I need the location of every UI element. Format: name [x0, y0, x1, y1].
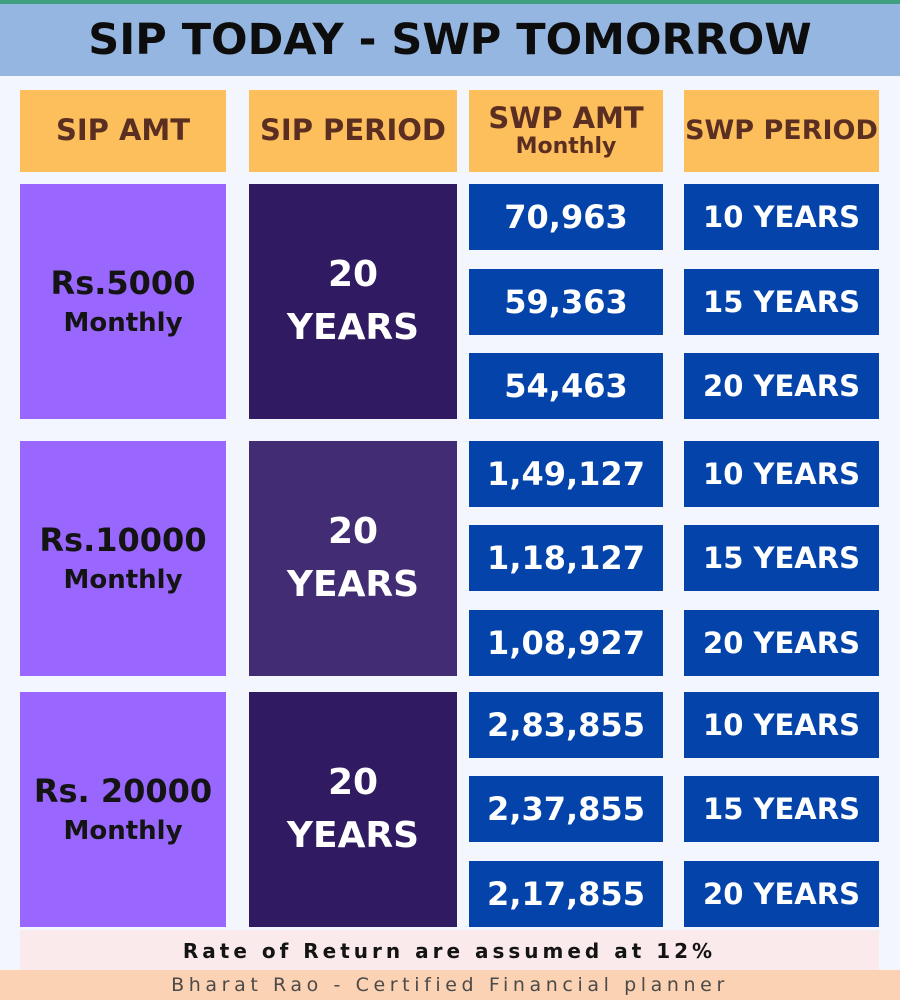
header-swp-period: SWP PERIOD — [684, 90, 879, 172]
swp-period-cell: 20 YEARS — [684, 610, 879, 676]
sip-amount-value: Rs.5000 — [50, 264, 196, 303]
sip-period-block: 20 YEARS — [249, 184, 457, 419]
swp-period-cell: 10 YEARS — [684, 692, 879, 758]
header-swp-amount-label: SWP AMT — [488, 100, 644, 135]
header-sip-amount-label: SIP AMT — [55, 113, 191, 148]
swp-amount-cell: 70,963 — [469, 184, 663, 250]
rate-of-return-note: Rate of Return are assumed at 12% — [20, 930, 879, 970]
sip-amount-value: Rs. 20000 — [33, 772, 213, 811]
sip-period-unit: YEARS — [286, 814, 420, 856]
swp-period-cell: 15 YEARS — [684, 776, 879, 842]
swp-period-cell: 15 YEARS — [684, 525, 879, 591]
header-sip-period-label: SIP PERIOD — [260, 113, 446, 148]
swp-amount-cell: 59,363 — [469, 269, 663, 335]
page-title: SIP TODAY - SWP TOMORROW — [0, 4, 900, 76]
sip-amount-frequency: Monthly — [63, 564, 183, 595]
swp-amount-cell: 54,463 — [469, 353, 663, 419]
swp-amount-cell: 1,08,927 — [469, 610, 663, 676]
header-swp-amount: SWP AMT Monthly — [469, 90, 663, 172]
sip-amount-value: Rs.10000 — [39, 521, 207, 560]
sip-period-unit: YEARS — [286, 306, 420, 348]
swp-amount-cell: 1,49,127 — [469, 441, 663, 507]
footer-credit: Bharat Rao - Certified Financial planner — [0, 970, 900, 1000]
swp-amount-cell: 2,83,855 — [469, 692, 663, 758]
header-swp-amount-sub: Monthly — [515, 133, 617, 159]
swp-period-cell: 10 YEARS — [684, 441, 879, 507]
swp-amount-cell: 2,17,855 — [469, 861, 663, 927]
sip-period-number: 20 — [327, 511, 379, 553]
sip-period-block: 20 YEARS — [249, 692, 457, 927]
swp-period-cell: 10 YEARS — [684, 184, 879, 250]
sip-period-unit: YEARS — [286, 563, 420, 605]
top-accent-line — [0, 0, 900, 4]
swp-period-cell: 15 YEARS — [684, 269, 879, 335]
header-sip-period: SIP PERIOD — [249, 90, 457, 172]
header-sip-amount: SIP AMT — [20, 90, 226, 172]
sip-amount-block: Rs.5000 Monthly — [20, 184, 226, 419]
sip-period-block: 20 YEARS — [249, 441, 457, 676]
sip-amount-frequency: Monthly — [63, 815, 183, 846]
swp-period-cell: 20 YEARS — [684, 353, 879, 419]
sip-period-number: 20 — [327, 762, 379, 804]
swp-amount-cell: 2,37,855 — [469, 776, 663, 842]
sip-period-number: 20 — [327, 254, 379, 296]
sip-amount-block: Rs. 20000 Monthly — [20, 692, 226, 927]
swp-amount-cell: 1,18,127 — [469, 525, 663, 591]
header-swp-period-label: SWP PERIOD — [685, 115, 878, 147]
sip-amount-frequency: Monthly — [63, 307, 183, 338]
swp-period-cell: 20 YEARS — [684, 861, 879, 927]
sip-amount-block: Rs.10000 Monthly — [20, 441, 226, 676]
